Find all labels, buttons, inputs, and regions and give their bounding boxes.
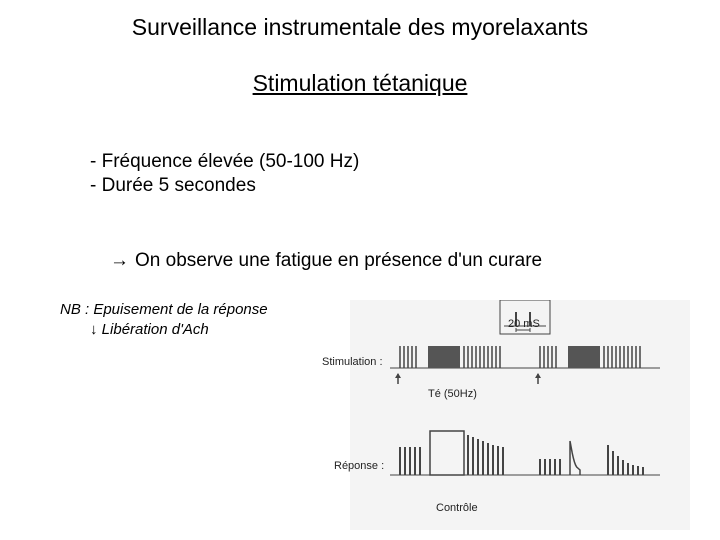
tetanus-label: Té (50Hz)	[428, 388, 477, 400]
subtitle: Stimulation tétanique	[0, 70, 720, 97]
stimulation-label: Stimulation :	[322, 356, 383, 368]
bullet-2: - Durée 5 secondes	[90, 174, 359, 198]
nb-line2: Libération d'Ach	[102, 321, 209, 338]
bullet-1: - Fréquence élevée (50-100 Hz)	[90, 150, 359, 174]
arrow-down-icon: ↓	[90, 321, 98, 338]
response-label: Réponse :	[334, 460, 384, 472]
nb-note: NB : Epuisement de la réponse ↓ Libérati…	[60, 300, 268, 339]
nb-line1: NB : Epuisement de la réponse	[60, 300, 268, 320]
inset-label: 20 mS	[508, 318, 540, 330]
diagram-svg	[350, 300, 690, 530]
control-label: Contrôle	[436, 502, 478, 514]
arrow-right-icon: →	[110, 250, 129, 272]
page-title: Surveillance instrumentale des myorelaxa…	[0, 14, 720, 41]
stimulation-diagram: 20 mS Stimulation : Té (50Hz) Réponse : …	[350, 300, 690, 530]
observation-text: On observe une fatigue en présence d'un …	[135, 250, 542, 271]
observation-line: → On observe une fatigue en présence d'un…	[110, 250, 542, 272]
bullet-list: - Fréquence élevée (50-100 Hz) - Durée 5…	[90, 150, 359, 198]
